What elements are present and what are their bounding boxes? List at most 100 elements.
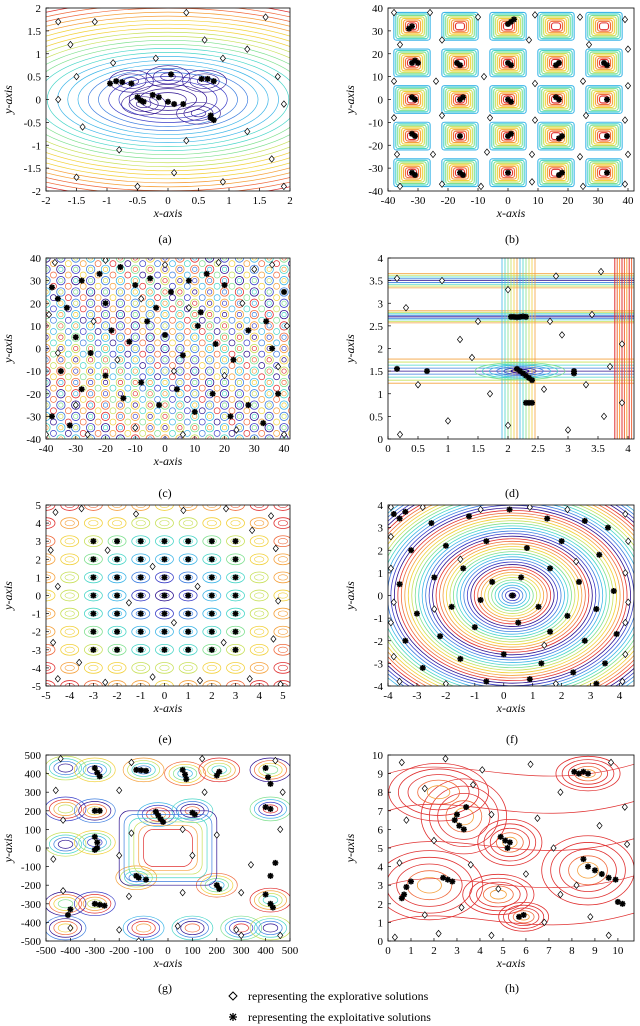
exploitative-point <box>511 16 517 23</box>
exploitative-point <box>96 901 103 908</box>
explorative-point <box>194 582 201 591</box>
panels: -2 -1.5 -1 -0.5 0 0.5 1 1.5 2 -2 -1.5 -1 -0.5 0 0.5 1 1.… <box>1 3 635 995</box>
exploitative-point <box>221 282 228 289</box>
exploitative-point <box>477 597 484 604</box>
explorative-point <box>442 755 449 763</box>
y-tick-label: -100 <box>21 862 42 874</box>
x-tick-label: -5 <box>41 690 51 702</box>
exploitative-point <box>227 413 234 420</box>
x-tick-label: 4 <box>256 690 262 702</box>
exploitative-point <box>119 79 126 86</box>
exploitative-point <box>101 902 108 909</box>
exploitative-point <box>604 62 610 69</box>
exploitative-point <box>581 517 588 524</box>
exploitative-point <box>57 368 64 375</box>
explorative-point <box>618 399 626 407</box>
explorative-point <box>432 77 440 85</box>
exploitative-point <box>460 826 467 833</box>
explorative-point <box>477 505 484 514</box>
exploitative-point <box>559 133 565 140</box>
exploitative-point <box>90 556 97 563</box>
explorative-point <box>220 638 227 647</box>
x-tick-label: -40 <box>381 195 396 207</box>
y-tick-label: -3 <box>374 658 384 670</box>
explorative-point <box>621 803 628 811</box>
x-tick-label: 6 <box>523 945 529 957</box>
exploitative-point <box>147 275 154 282</box>
y-tick-label: -300 <box>21 899 42 911</box>
exploitative-point <box>508 62 514 69</box>
explorative-point <box>531 79 539 88</box>
exploitative-point <box>230 356 237 363</box>
x-tick-label: 1.5 <box>471 443 485 455</box>
x-tick-label: 3.5 <box>591 443 605 455</box>
y-tick-label: -3 <box>32 645 42 657</box>
exploitative-point <box>232 628 239 635</box>
explorative-point <box>57 755 64 763</box>
exploitative-point <box>598 871 605 878</box>
x-tick-label: 2.5 <box>531 443 545 455</box>
explorative-point <box>621 116 629 124</box>
explorative-point <box>624 150 632 159</box>
chart-g: -500 -400 -300 -200 -100 0 100 200 300 400 500-500… <box>1 750 299 995</box>
explorative-point <box>116 786 123 795</box>
explorative-point <box>183 136 190 145</box>
exploitative-point <box>463 804 470 811</box>
explorative-point <box>564 505 571 514</box>
explorative-point <box>246 675 253 683</box>
y-tick-label: -20 <box>26 389 41 401</box>
y-tick-label: -30 <box>368 163 383 175</box>
y-tick-label: -400 <box>21 917 42 929</box>
exploitative-point <box>403 884 410 891</box>
y-tick-label: 2 <box>378 545 384 557</box>
exploitative-point <box>535 603 542 610</box>
explorative-point <box>102 678 109 686</box>
exploitative-point <box>191 811 198 818</box>
y-tick-label: 0 <box>378 434 384 446</box>
explorative-point <box>474 317 482 326</box>
exploitative-point <box>208 592 215 599</box>
explorative-point <box>540 385 548 393</box>
x-tick-label: 10 <box>189 443 201 455</box>
explorative-point <box>414 380 422 389</box>
x-tick-label: -1 <box>136 690 145 702</box>
explorative-point <box>396 40 404 49</box>
x-tick-label: 40 <box>279 443 291 455</box>
explorative-point <box>201 788 208 796</box>
y-tick-label: -1 <box>32 140 41 152</box>
y-tick-label: 0 <box>378 591 384 603</box>
exploitative-point <box>515 619 522 626</box>
explorative-point <box>573 881 580 889</box>
y-tick-label: 0 <box>36 344 42 356</box>
exploitative-point <box>90 592 97 599</box>
exploitative-point <box>134 94 141 101</box>
x-tick-label: 0 <box>505 195 511 207</box>
y-tick-label: 1 <box>378 917 384 929</box>
exploitative-point <box>161 574 168 581</box>
y-tick-label: 20 <box>30 298 42 310</box>
x-tick-label: -10 <box>128 443 143 455</box>
explorative-point <box>582 380 590 389</box>
diamond-marker-icon <box>228 991 238 1001</box>
explorative-point <box>238 888 245 897</box>
x-tick-label: 20 <box>219 443 231 455</box>
exploitative-point <box>137 646 144 653</box>
panel-caption: (h) <box>505 981 519 995</box>
x-tick-label: 10 <box>533 195 545 207</box>
explorative-point <box>477 182 485 191</box>
explorative-point <box>390 77 398 85</box>
y-axis-label: y-axis <box>343 833 357 863</box>
y-axis-label: y-axis <box>1 334 15 364</box>
exploitative-point <box>67 906 74 913</box>
explorative-point <box>272 544 279 553</box>
explorative-point <box>607 758 615 767</box>
y-tick-label: -4 <box>374 681 384 693</box>
exploitative-point <box>602 660 609 667</box>
explorative-point <box>91 17 98 26</box>
explorative-point <box>396 859 403 867</box>
x-tick-label: -20 <box>441 195 456 207</box>
exploitative-point <box>263 318 270 325</box>
panel-caption: (b) <box>505 232 519 246</box>
x-tick-label: 0 <box>165 945 171 957</box>
exploitative-point <box>281 288 288 295</box>
